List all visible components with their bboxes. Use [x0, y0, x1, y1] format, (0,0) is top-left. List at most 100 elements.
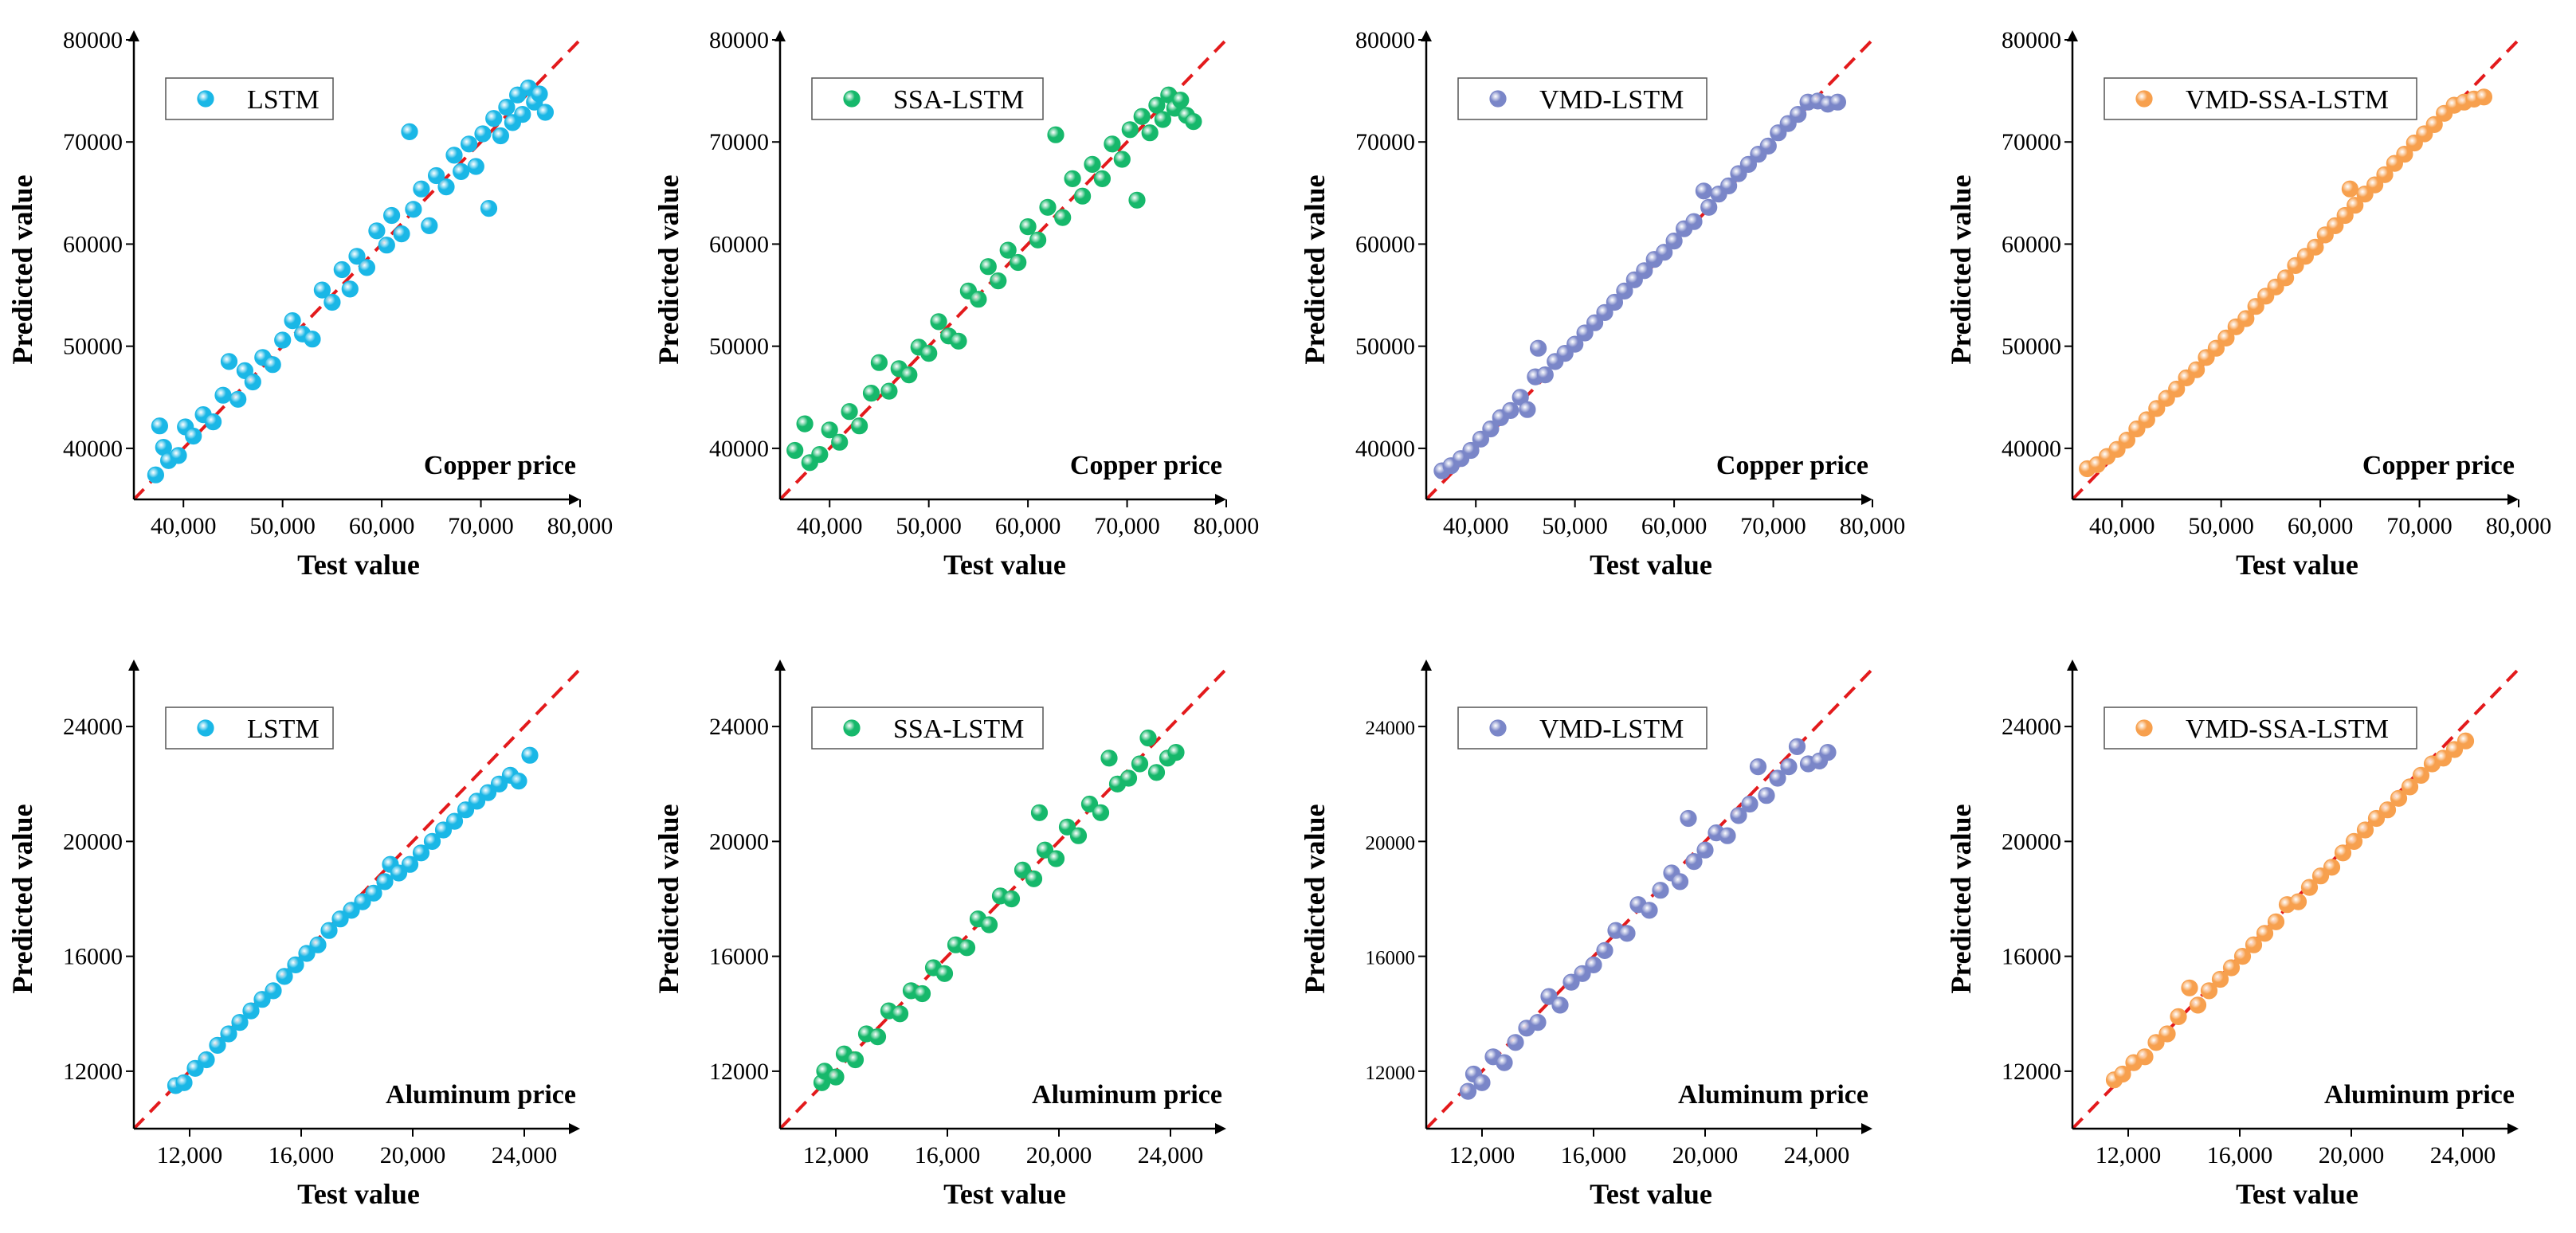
y-tick-label: 70000 [1355, 129, 1415, 155]
data-point [1459, 1082, 1477, 1100]
data-point [786, 441, 804, 460]
data-point [891, 1005, 909, 1023]
data-point [1720, 177, 1738, 194]
chart-panel: 40,000 50,000 60,000 70,000 80,000 40000 50000… [1945, 27, 2551, 581]
x-tick-label: 70,000 [1094, 513, 1160, 539]
data-point [457, 801, 475, 819]
data-point [1741, 795, 1759, 813]
x-tick-label: 24,000 [492, 1142, 558, 1168]
data-point [2367, 809, 2386, 828]
reference-line [780, 667, 1228, 1129]
legend-marker [1489, 90, 1507, 108]
x-tick-label: 20,000 [1672, 1142, 1739, 1168]
data-point [304, 331, 321, 348]
data-point [2334, 844, 2352, 862]
data-point [2170, 1008, 2187, 1026]
data-point [490, 775, 508, 793]
legend: VMD-SSA-LSTM [2104, 707, 2417, 750]
x-axis-arrow [2507, 494, 2519, 505]
legend-marker [2135, 719, 2153, 737]
y-tick-label: 60000 [63, 231, 123, 257]
data-point [880, 382, 898, 400]
data-point [2390, 789, 2408, 807]
y-tick-label: 50000 [63, 334, 123, 360]
data-point [521, 746, 539, 764]
data-point [343, 902, 360, 919]
data-point [868, 1028, 887, 1046]
data-point [320, 922, 338, 939]
data-point [2366, 176, 2384, 194]
data-point [205, 413, 222, 431]
data-point [1574, 965, 1591, 982]
data-point [1148, 96, 1166, 114]
data-point [468, 793, 486, 810]
x-axis-title: Test value [1590, 549, 1712, 581]
data-point [467, 158, 484, 175]
data-point [265, 982, 282, 1000]
y-tick-label: 50000 [2002, 334, 2061, 360]
x-tick-label: 60,000 [349, 513, 415, 539]
x-axis-arrow [1215, 1123, 1226, 1134]
data-point [1185, 113, 1202, 131]
panel-annotation: Aluminum price [2324, 1080, 2515, 1110]
data-point [2158, 1025, 2176, 1043]
legend: VMD-LSTM [1457, 77, 1708, 120]
x-tick-label: 80,000 [547, 513, 614, 539]
data-point [1080, 795, 1099, 813]
x-tick-label: 16,000 [269, 1142, 335, 1168]
x-tick-label: 50,000 [896, 513, 962, 539]
data-point [2267, 913, 2285, 930]
y-axis-arrow [2067, 660, 2078, 671]
data-point [2256, 925, 2274, 942]
data-point [850, 417, 868, 435]
data-point [214, 386, 232, 404]
data-point [284, 312, 301, 330]
data-point [242, 1002, 260, 1020]
x-tick-label: 16,000 [2207, 1142, 2273, 1168]
legend-label: VMD-LSTM [1539, 714, 1684, 744]
panel-annotation: Copper price [2362, 451, 2515, 480]
x-tick-label: 70,000 [2386, 513, 2452, 539]
data-point [1128, 191, 1146, 209]
data-point [264, 356, 281, 374]
data-point [2336, 206, 2354, 225]
y-axis-arrow [128, 660, 139, 671]
data-point [1104, 135, 1121, 153]
x-axis-arrow [1861, 1123, 1872, 1134]
legend: SSA-LSTM [811, 77, 1044, 120]
data-point [401, 123, 418, 140]
x-tick-label: 20,000 [1026, 1142, 1092, 1168]
data-point [1131, 755, 1149, 773]
data-point [1025, 870, 1043, 887]
legend-box [2104, 707, 2417, 750]
data-point [2347, 197, 2364, 214]
data-point [2376, 166, 2394, 183]
data-point [1502, 401, 1519, 420]
data-point [2136, 1048, 2154, 1066]
y-axis-title: Predicted value [1299, 804, 1331, 993]
data-point [1618, 925, 1636, 942]
data-point [2188, 361, 2205, 378]
data-point [151, 417, 168, 435]
data-point [1030, 804, 1049, 821]
data-point [1002, 890, 1021, 908]
data-point [147, 466, 164, 483]
x-tick-label: 40,000 [1443, 513, 1509, 539]
data-point [1540, 988, 1558, 1005]
data-point [2434, 750, 2452, 767]
data-point [2323, 859, 2341, 876]
data-point [1167, 743, 1185, 761]
data-point [479, 784, 497, 801]
data-point [1058, 818, 1076, 836]
data-point [2277, 269, 2295, 287]
x-tick-label: 60,000 [1641, 513, 1708, 539]
y-axis-arrow [774, 30, 786, 41]
x-tick-label: 16,000 [915, 1142, 981, 1168]
panel-annotation: Copper price [424, 451, 576, 480]
data-point [2289, 893, 2307, 910]
x-axis-title: Test value [297, 549, 420, 581]
data-point [220, 353, 238, 370]
x-axis-title: Test value [2236, 1178, 2358, 1210]
data-point [1780, 757, 1798, 776]
y-tick-label: 24000 [709, 714, 769, 740]
